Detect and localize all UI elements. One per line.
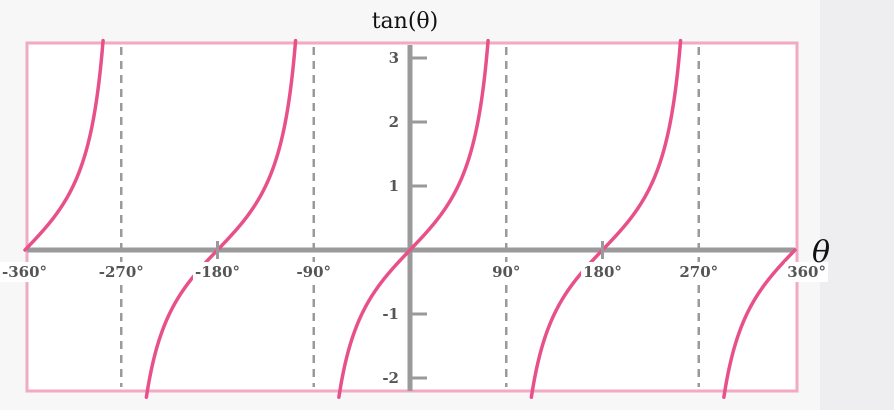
y-tick-label: -1 <box>382 305 399 323</box>
x-axis-label: θ <box>812 235 830 270</box>
x-tick-label-bg <box>294 262 334 282</box>
x-tick-label: -270° <box>99 263 144 281</box>
x-tick-label-bg <box>0 262 50 282</box>
x-tick-label: -90° <box>296 263 331 281</box>
x-tick-label: -360° <box>2 263 47 281</box>
x-tick-label: 90° <box>492 263 520 281</box>
chart-title: tan(θ) <box>372 9 439 34</box>
x-tick-label: 360° <box>787 263 826 281</box>
tan-curve-branch <box>722 248 797 399</box>
asymptote-lines <box>120 47 700 387</box>
y-tick-label: 2 <box>389 113 399 131</box>
x-tick-label: -180° <box>195 263 240 281</box>
side-panel <box>820 0 894 410</box>
x-tick-label: 270° <box>679 263 718 281</box>
x-tick-label-bg <box>785 262 828 282</box>
tan-curve-branch <box>23 38 105 252</box>
tan-curve-branch <box>337 38 490 399</box>
tan-curve-branch <box>529 38 683 399</box>
tan-curve-branch <box>144 38 298 399</box>
x-tick-label-bg <box>677 262 721 282</box>
x-tick-label-bg <box>581 262 624 282</box>
y-ticks: 3 2 1 -1 -2 <box>382 49 427 387</box>
x-tick-label-bg <box>96 262 146 282</box>
x-tick-label-bg <box>192 262 243 282</box>
x-tick-label-bg <box>490 262 523 282</box>
x-ticks: -360° -270° -180° -90° 90° 180° 270° 360° <box>0 241 828 282</box>
y-tick-label: 3 <box>389 49 399 67</box>
y-tick-label: 1 <box>389 177 399 195</box>
tan-curves <box>23 38 797 399</box>
y-tick-label: -2 <box>382 369 399 387</box>
x-tick-label: 180° <box>583 263 622 281</box>
